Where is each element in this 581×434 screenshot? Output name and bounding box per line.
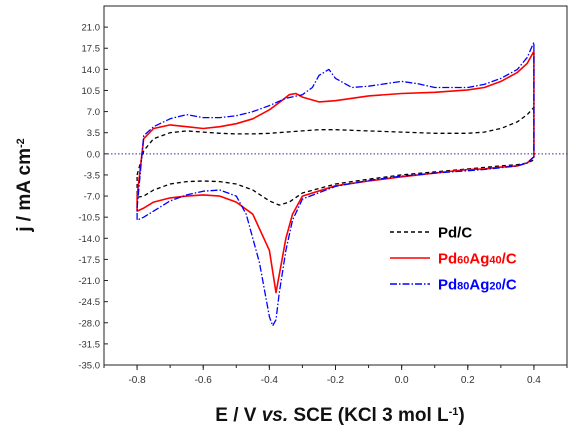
y-axis-ticks: 21.0 17.5 14.0 10.5 7.0 3.5 0.0 -3.5 -7.0 -10.5 -1… [78, 23, 108, 372]
y-tick-label: 3.5 [87, 128, 100, 139]
legend-label-0: Pd/C [438, 225, 472, 242]
y-tick-label: -17.5 [78, 255, 100, 266]
legend-label-1: Pd60Ag40/C [438, 251, 517, 268]
x-tick-label: 0.4 [527, 375, 541, 386]
x-tick-label: -0.8 [128, 375, 146, 386]
x-axis-label: E / V vs. SCE (KCl 3 mol L-1) [215, 405, 464, 426]
y-axis-label: j / mA cm-2 [14, 138, 35, 233]
y-tick-label: 7.0 [87, 107, 100, 118]
y-tick-label: -7.0 [84, 192, 100, 203]
y-tick-label: 0.0 [87, 149, 100, 160]
y-tick-label: -3.5 [84, 170, 100, 181]
x-axis-ticks: -0.8 -0.6 -0.4 -0.2 0.0 0.2 0.4 [103, 365, 568, 386]
y-tick-label: -28.0 [78, 318, 100, 329]
y-tick-label: -35.0 [78, 361, 100, 372]
y-tick-label: 21.0 [82, 23, 101, 34]
y-tick-label: 17.5 [82, 44, 101, 55]
y-tick-label: -31.5 [78, 339, 100, 350]
x-tick-label: -0.4 [261, 375, 279, 386]
legend-label-2: Pd80Ag20/C [438, 277, 517, 294]
y-tick-label: 10.5 [82, 86, 101, 97]
y-tick-label: -24.5 [78, 297, 100, 308]
series-group [136, 41, 535, 327]
x-tick-label: -0.6 [195, 375, 213, 386]
x-tick-label: -0.2 [327, 375, 345, 386]
y-tick-label: -14.0 [78, 234, 100, 245]
legend: Pd/C Pd60Ag40/C Pd80Ag20/C [390, 225, 517, 294]
series-line-2 [136, 41, 535, 327]
y-tick-label: 14.0 [82, 65, 101, 76]
y-tick-label: -21.0 [78, 276, 100, 287]
x-tick-label: 0.2 [461, 375, 475, 386]
series-line-0 [136, 106, 535, 206]
x-tick-label: 0.0 [395, 375, 409, 386]
y-tick-label: -10.5 [78, 213, 100, 224]
